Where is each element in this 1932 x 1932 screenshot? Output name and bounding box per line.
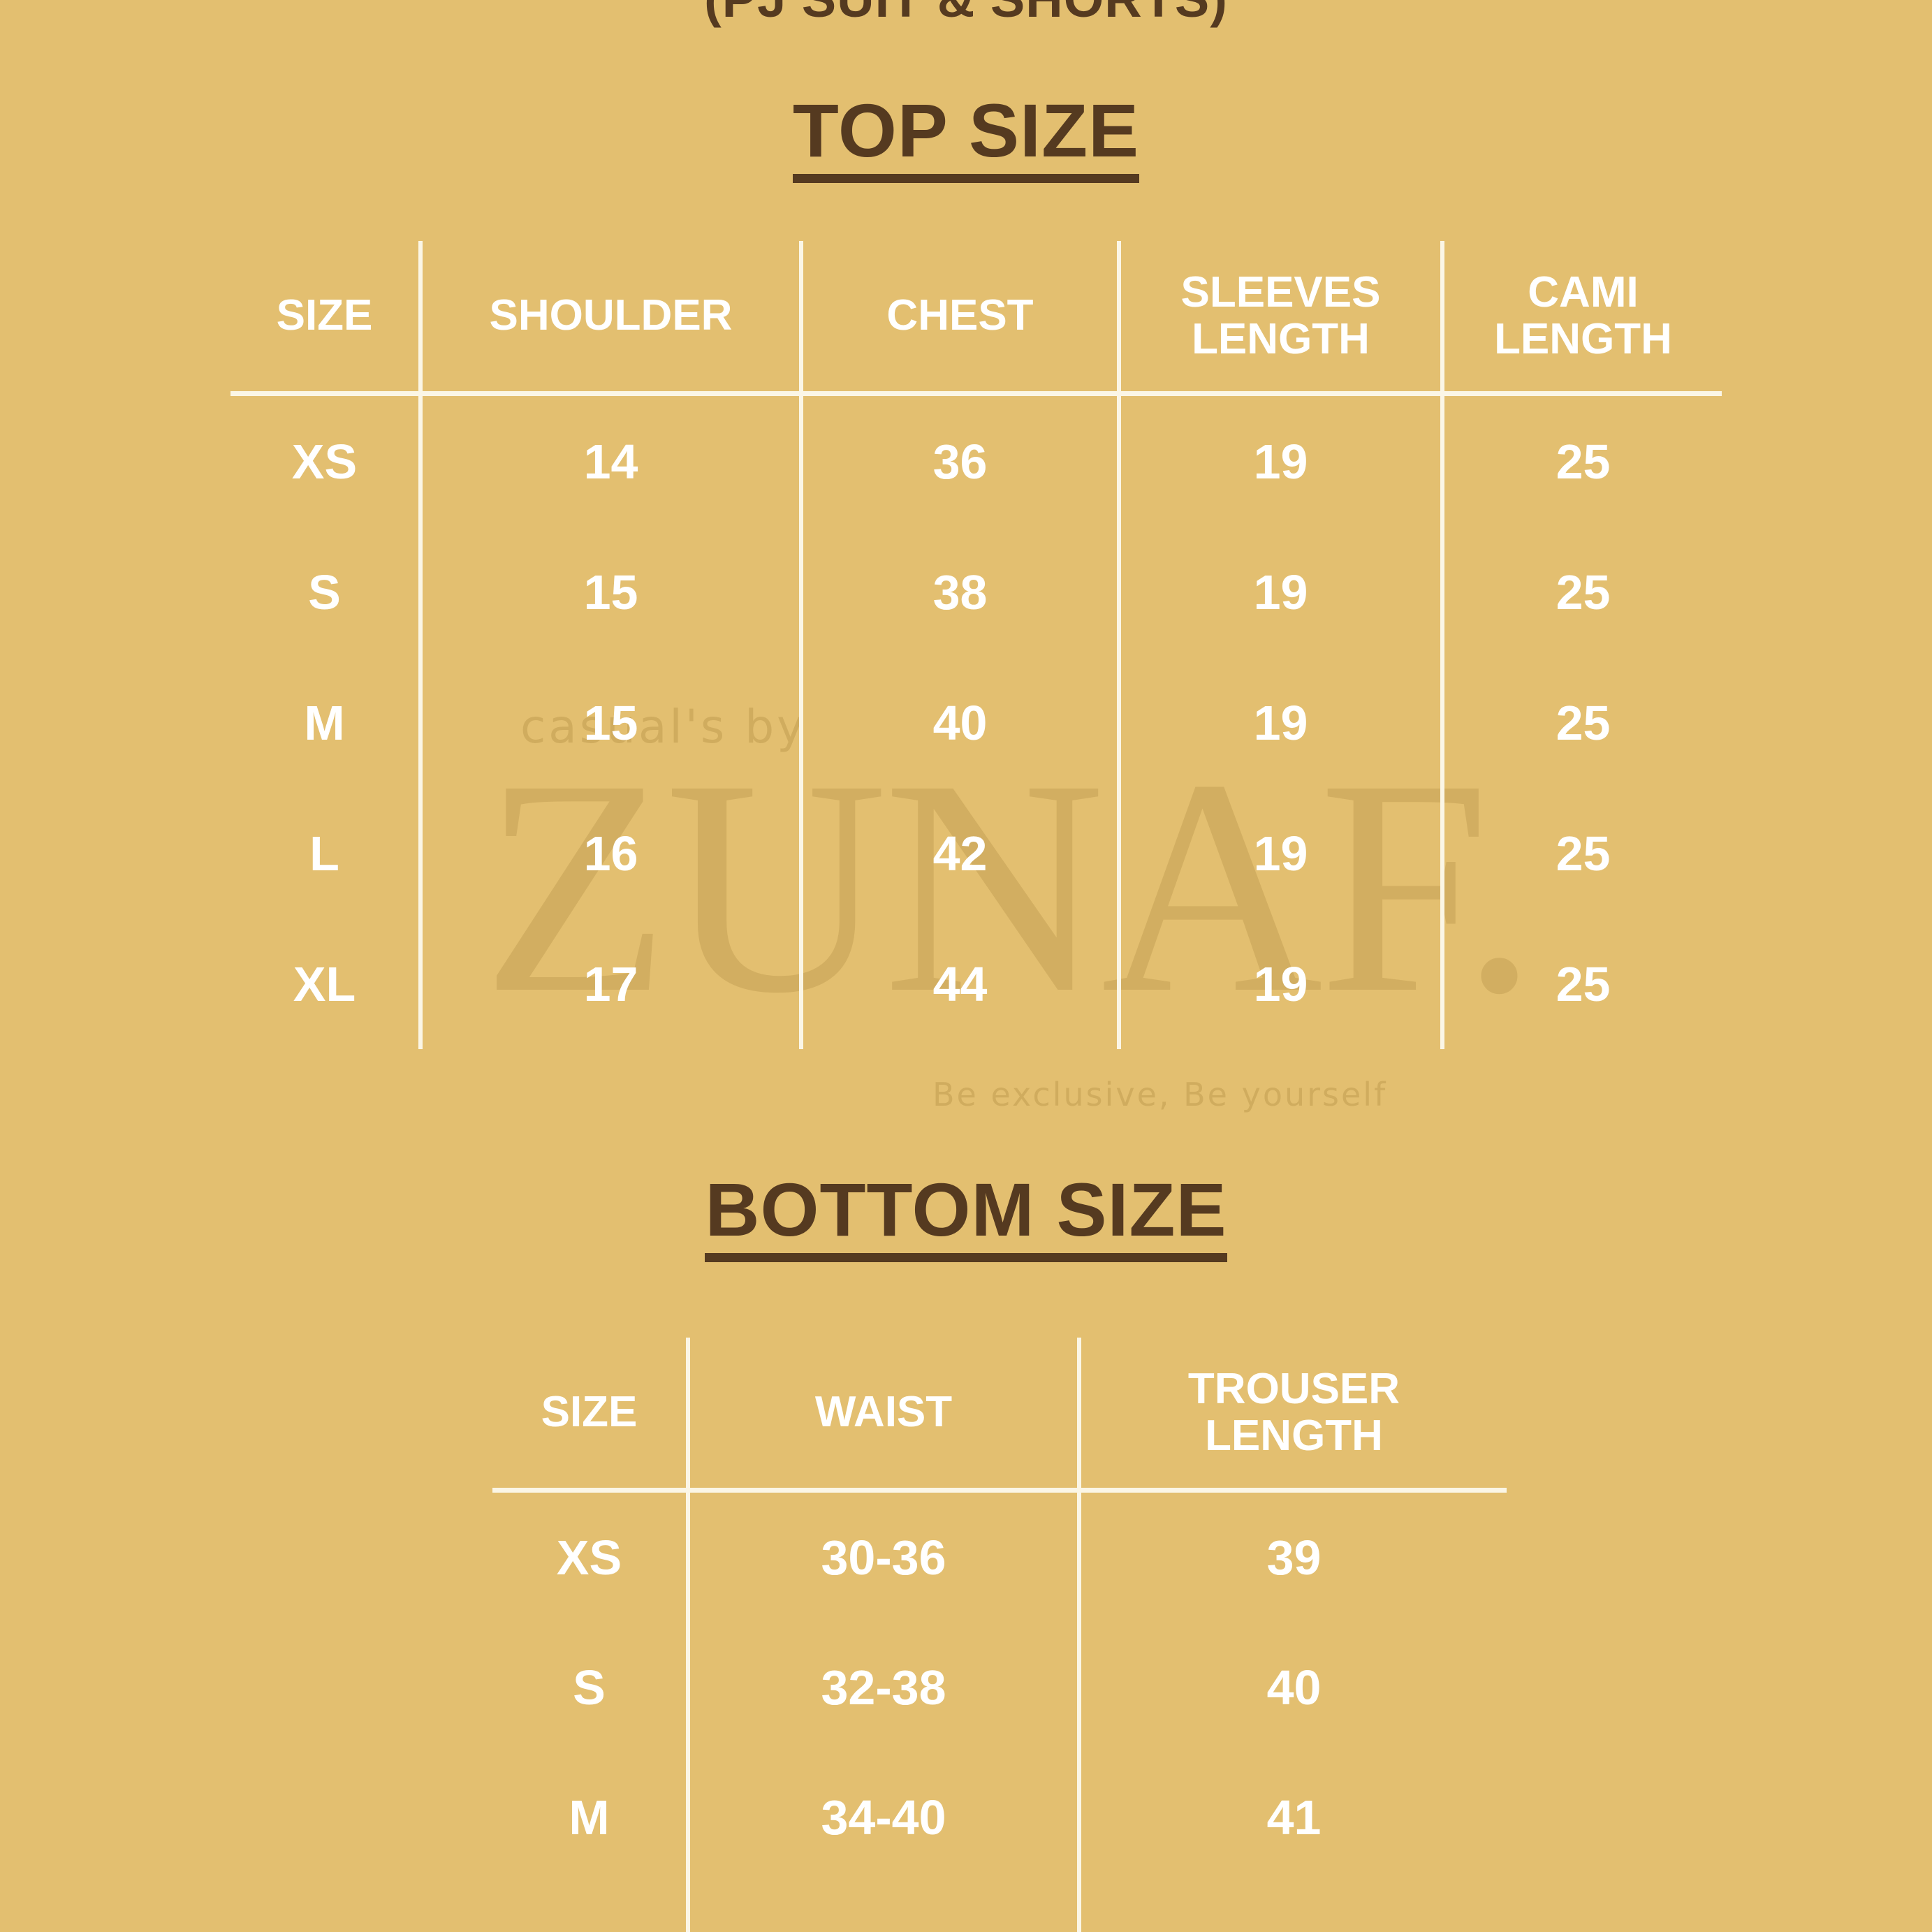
bottom-size-table: SIZE WAIST TROUSER LENGTH XS 30-36 39 <box>492 1338 1507 1932</box>
cell-chest: 42 <box>799 788 1119 919</box>
cell-shoulder: 15 <box>418 527 801 657</box>
cell-trouser-length: 41 <box>1077 1752 1507 1882</box>
cell-size: XL <box>293 956 356 1011</box>
cell-sleeves-length: 19 <box>1117 919 1442 1049</box>
col-header-trouser-length-line2: LENGTH <box>1205 1411 1383 1460</box>
bottom-size-table-body: XS 30-36 39 S 32-38 40 M 34-40 41 <box>492 1490 1507 1932</box>
cell-shoulder: 15 <box>418 657 801 788</box>
cell-waist: 32-38 <box>686 1623 1079 1752</box>
cell-size: XS <box>556 1530 622 1585</box>
col-header-size: SIZE <box>230 241 420 396</box>
col-header-waist-line1: WAIST <box>814 1388 953 1437</box>
bottom-size-table-head: SIZE WAIST TROUSER LENGTH <box>492 1338 1507 1493</box>
cell-shoulder: 16 <box>418 788 801 919</box>
top-size-table-body: XS 14 36 19 25 S 15 38 19 25 M 15 40 <box>230 393 1722 1049</box>
table-row: M 15 40 19 25 <box>230 657 1722 788</box>
table-row: S 15 38 19 25 <box>230 527 1722 657</box>
cell-cami-length: 25 <box>1440 788 1722 919</box>
col-header-trouser-length: TROUSER LENGTH <box>1077 1338 1507 1493</box>
cell-trouser-length <box>1077 1882 1507 1932</box>
cell-shoulder: 14 <box>418 393 801 527</box>
table-row: M 34-40 41 <box>492 1752 1507 1882</box>
cell-size: M <box>304 695 345 750</box>
table-row: S 32-38 40 <box>492 1623 1507 1752</box>
cell-chest: 36 <box>799 393 1119 527</box>
col-header-cami-length: CAMI LENGTH <box>1440 241 1722 396</box>
bottom-size-heading-text: BOTTOM SIZE <box>705 1170 1227 1263</box>
col-header-size: SIZE <box>492 1338 688 1493</box>
cell-size: L <box>309 826 339 881</box>
cell-waist: 30-36 <box>686 1490 1079 1623</box>
col-header-shoulder: SHOULDER <box>418 241 801 396</box>
cell-cami-length: 25 <box>1440 527 1722 657</box>
table-row: L 16 42 19 25 <box>230 788 1722 919</box>
top-size-table: SIZE SHOULDER CHEST SLEEVES LENGTH CAMI <box>230 241 1722 1049</box>
cell-waist <box>686 1882 1079 1932</box>
col-header-size-line1: SIZE <box>276 291 373 340</box>
table-header-row: SIZE SHOULDER CHEST SLEEVES LENGTH CAMI <box>230 241 1722 396</box>
col-header-sleeves-length-line2: LENGTH <box>1192 314 1370 363</box>
col-header-sleeves-length: SLEEVES LENGTH <box>1117 241 1442 396</box>
bottom-size-heading: BOTTOM SIZE <box>0 1170 1932 1263</box>
col-header-size-line1: SIZE <box>541 1388 638 1437</box>
cell-size: S <box>308 564 341 620</box>
table-row: XS 30-36 39 <box>492 1490 1507 1623</box>
top-size-heading: TOP SIZE <box>0 91 1932 184</box>
cell-size: M <box>569 1790 610 1845</box>
cell-cami-length: 25 <box>1440 919 1722 1049</box>
cell-cami-length: 25 <box>1440 393 1722 527</box>
cell-sleeves-length: 19 <box>1117 657 1442 788</box>
table-row: XL 17 44 19 25 <box>230 919 1722 1049</box>
cell-sleeves-length: 19 <box>1117 788 1442 919</box>
cell-size: S <box>573 1660 606 1715</box>
cell-cami-length: 25 <box>1440 657 1722 788</box>
top-size-table-head: SIZE SHOULDER CHEST SLEEVES LENGTH CAMI <box>230 241 1722 396</box>
cell-waist: 34-40 <box>686 1752 1079 1882</box>
col-header-sleeves-length-line1: SLEEVES <box>1180 268 1381 316</box>
bottom-size-table-container: SIZE WAIST TROUSER LENGTH XS 30-36 39 <box>492 1338 1507 1932</box>
cell-chest: 40 <box>799 657 1119 788</box>
col-header-trouser-length-line1: TROUSER <box>1187 1364 1400 1413</box>
col-header-chest-line1: CHEST <box>886 291 1034 340</box>
cell-sleeves-length: 19 <box>1117 527 1442 657</box>
col-header-cami-length-line2: LENGTH <box>1494 314 1672 363</box>
cell-sleeves-length: 19 <box>1117 393 1442 527</box>
col-header-chest: CHEST <box>799 241 1119 396</box>
table-row: XS 14 36 19 25 <box>230 393 1722 527</box>
cell-chest: 44 <box>799 919 1119 1049</box>
col-header-shoulder-line1: SHOULDER <box>489 291 733 340</box>
cell-trouser-length: 39 <box>1077 1490 1507 1623</box>
col-header-waist: WAIST <box>686 1338 1079 1493</box>
table-header-row: SIZE WAIST TROUSER LENGTH <box>492 1338 1507 1493</box>
cell-size <box>492 1882 688 1932</box>
top-size-table-container: SIZE SHOULDER CHEST SLEEVES LENGTH CAMI <box>230 241 1722 1049</box>
page-subtitle: (PJ SUIT & SHORTS) <box>0 0 1932 29</box>
col-header-cami-length-line1: CAMI <box>1528 268 1639 316</box>
watermark-tagline: Be exclusive, Be yourself <box>932 1076 1388 1113</box>
top-size-heading-text: TOP SIZE <box>792 91 1140 184</box>
cell-trouser-length: 40 <box>1077 1623 1507 1752</box>
cell-shoulder: 17 <box>418 919 801 1049</box>
cell-chest: 38 <box>799 527 1119 657</box>
table-row <box>492 1882 1507 1932</box>
cell-size: XS <box>291 434 358 489</box>
